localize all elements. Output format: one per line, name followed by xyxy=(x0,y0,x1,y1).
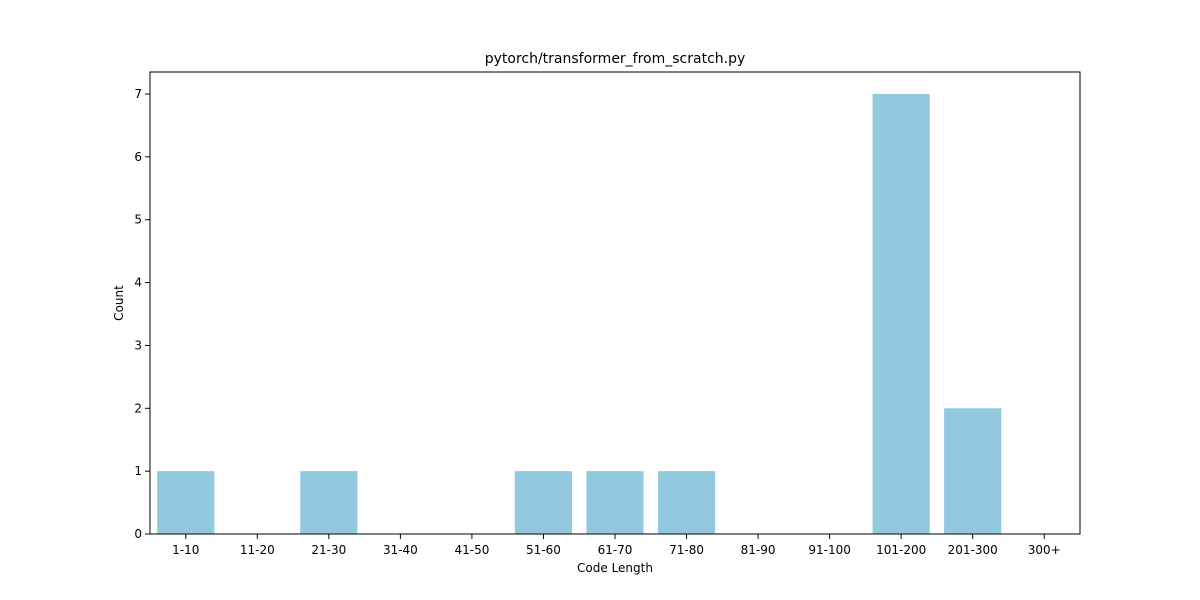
bar-61-70 xyxy=(586,471,644,534)
y-tick-label: 7 xyxy=(134,87,142,101)
y-tick-label: 0 xyxy=(134,527,142,541)
x-tick-label: 300+ xyxy=(1028,543,1061,557)
chart-title: pytorch/transformer_from_scratch.py xyxy=(485,51,746,67)
x-tick-label: 61-70 xyxy=(598,543,633,557)
x-tick-label: 21-30 xyxy=(311,543,346,557)
x-tick-label: 31-40 xyxy=(383,543,418,557)
x-axis-ticks: 1-10 11-20 21-30 31-40 41-50 51-60 61-70 71-80 8… xyxy=(172,534,1061,557)
y-axis-ticks: 0 1 2 3 4 5 6 7 xyxy=(134,87,150,541)
x-tick-label: 51-60 xyxy=(526,543,561,557)
y-axis-label: Count xyxy=(112,285,126,321)
bar-71-80 xyxy=(657,471,716,534)
x-tick-label: 71-80 xyxy=(669,543,704,557)
x-tick-label: 101-200 xyxy=(876,543,926,557)
bar-1-10 xyxy=(157,471,215,534)
bar-101-200 xyxy=(872,94,930,534)
x-tick-label: 1-10 xyxy=(172,543,199,557)
plot-frame xyxy=(149,71,1081,535)
x-tick-label: 91-100 xyxy=(808,543,851,557)
y-tick-label: 5 xyxy=(134,213,142,227)
y-tick-label: 3 xyxy=(134,338,142,352)
x-axis-label: Code Length xyxy=(577,561,653,575)
y-tick-label: 6 xyxy=(134,150,142,164)
x-tick-label: 11-20 xyxy=(240,543,275,557)
bar-51-60 xyxy=(514,471,573,534)
x-tick-label: 201-300 xyxy=(948,543,998,557)
bar-201-300 xyxy=(944,408,1002,534)
y-tick-label: 2 xyxy=(134,401,142,415)
bars-group xyxy=(157,94,1002,534)
bar-21-30 xyxy=(300,471,358,534)
x-tick-label: 81-90 xyxy=(741,543,776,557)
y-tick-label: 4 xyxy=(134,276,142,290)
x-tick-label: 41-50 xyxy=(454,543,489,557)
y-tick-label: 1 xyxy=(134,464,142,478)
